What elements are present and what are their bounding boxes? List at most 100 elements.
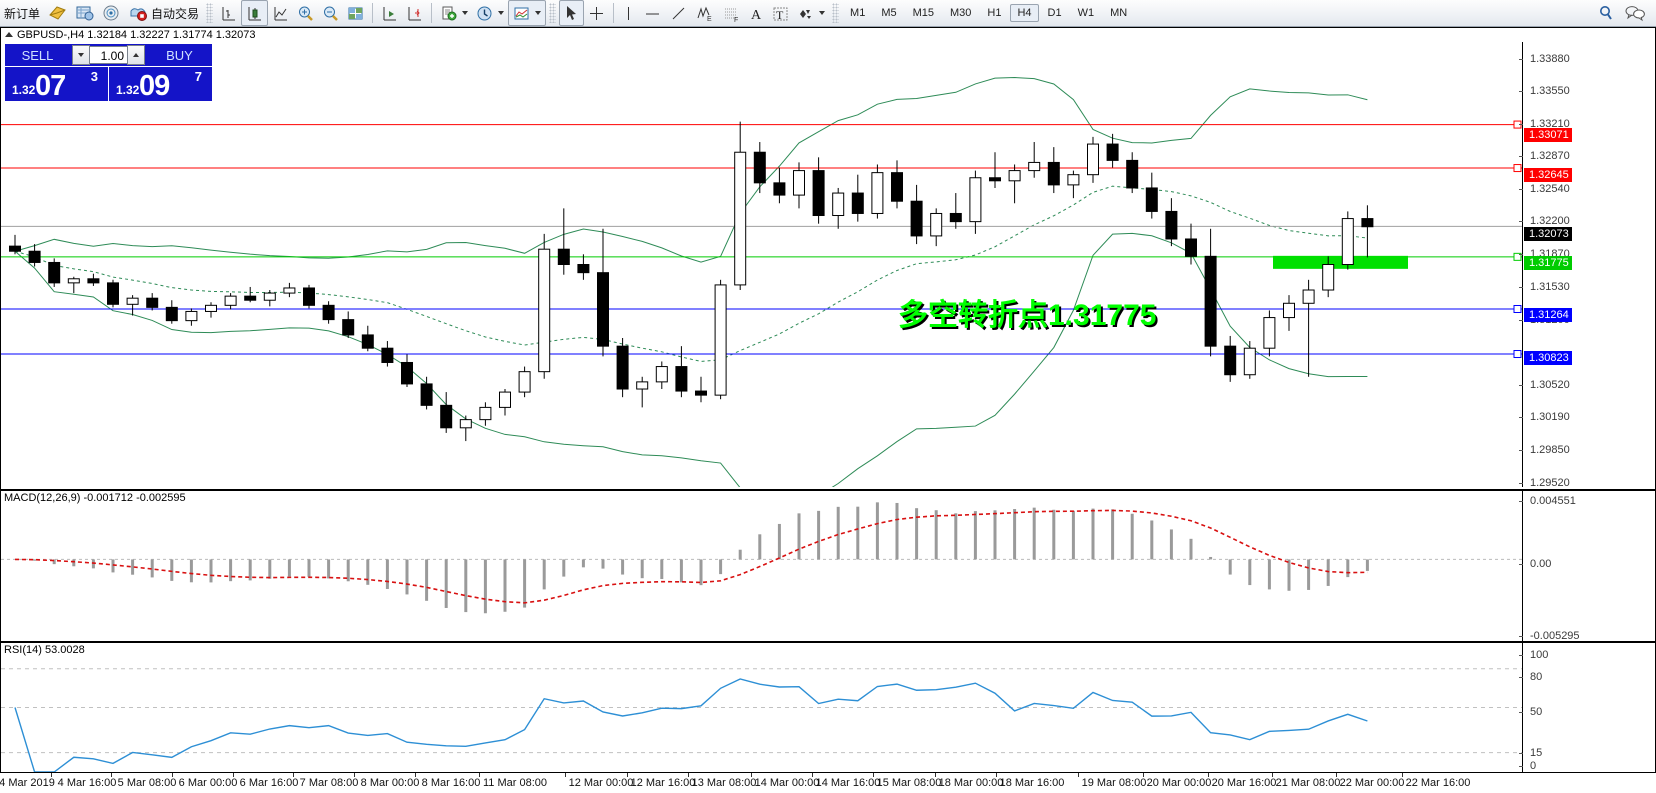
volume-input[interactable]: 1.00 [90,46,127,64]
price-tick: 1.33210 [1519,118,1570,130]
macd-tick: 0.00 [1518,558,1551,570]
volume-field-wrap[interactable]: 1.00 [70,44,147,66]
time-tick [415,773,416,777]
toolbar-separator [372,3,374,23]
price-label-support-2[interactable]: 1.30823 [1524,351,1572,365]
time-tick [627,773,628,777]
autotrading-button[interactable]: 自动交易 [125,1,203,25]
text-icon[interactable]: A [745,1,768,25]
time-label: 22 Mar 16:00 [1405,777,1471,789]
zoom-out-icon[interactable] [318,1,343,25]
time-tick [1402,773,1403,777]
sell-price-prefix: 1.32 [12,83,36,97]
search-icon[interactable] [1593,1,1620,25]
text-label-icon[interactable]: T [768,1,793,25]
time-tick [812,773,813,777]
timeframe-h4[interactable]: H4 [1010,4,1039,22]
time-label: 21 Mar 08:00 [1275,777,1341,789]
rsi-tick: 0 [1518,760,1536,772]
buy-button[interactable]: BUY [147,44,212,66]
price-tick: 1.32540 [1519,183,1570,195]
chevron-down-icon-3[interactable] [535,11,542,15]
volume-stepper-up-icon[interactable] [127,45,145,65]
expert-advisor-icon[interactable] [44,1,71,25]
chart-window[interactable]: GBPUSD-,H4 1.32184 1.32227 1.31774 1.320… [0,27,1656,793]
macd-tick: 0.004551 [1519,495,1576,507]
line-chart-icon[interactable] [268,1,293,25]
time-label: 13 Mar 08:00 [691,777,757,789]
collapse-triangle-icon[interactable] [5,32,13,37]
rsi-scale: 100 80 50 15 0 [1518,643,1655,774]
data-window-icon[interactable] [71,1,98,25]
price-tick: 1.31530 [1519,281,1570,293]
crosshair-icon[interactable] [584,1,609,25]
chart-shift-icon[interactable] [402,1,427,25]
price-scale[interactable]: 1.33880 1.33550 1.33210 1.32870 1.32540 1.322… [1519,42,1655,487]
chevron-down-icon-2[interactable] [498,11,505,15]
elliott-wave-icon[interactable]: E [691,1,718,25]
price-label-last-price[interactable]: 1.32073 [1524,227,1572,241]
candlestick-chart-icon[interactable] [241,0,269,26]
chevron-down-icon[interactable] [462,11,469,15]
shapes-icon[interactable] [793,1,829,25]
zoom-in-icon[interactable] [293,1,318,25]
time-label: 12 Mar 16:00 [630,777,696,789]
timeframe-m1[interactable]: M1 [850,7,866,19]
symbol-info-bar: GBPUSD-,H4 1.32184 1.32227 1.31774 1.320… [1,28,1655,42]
trendline-icon[interactable] [666,1,691,25]
timeframe-m15[interactable]: M15 [912,7,934,19]
time-tick [1143,773,1144,777]
cursor-icon[interactable] [559,0,585,26]
time-tick [688,773,689,777]
time-label: 7 Mar 08:00 [299,777,359,789]
volume-dropdown-icon[interactable] [72,45,90,65]
price-pane[interactable]: 多空转折点1.31775 1.33880 1.33550 1.33210 1.3287… [1,42,1655,487]
rsi-pane[interactable]: RSI(14) 53.0028 100 80 50 15 0 [1,641,1655,774]
time-label: 14 Mar 16:00 [815,777,881,789]
timeframe-h1[interactable]: H1 [987,7,1002,19]
price-label-pivot-level[interactable]: 1.31775 [1524,256,1572,270]
chevron-down-icon-4[interactable] [819,11,826,15]
macd-label: MACD(12,26,9) -0.001712 -0.002595 [4,492,186,504]
time-tick [1336,773,1337,777]
timeframe-m30[interactable]: M30 [950,7,972,19]
macd-plot[interactable] [1,491,1522,641]
chat-icon[interactable] [1620,1,1650,25]
buy-price-display[interactable]: 1.32 09 7 [109,67,212,102]
fibonacci-icon[interactable]: F [718,1,745,25]
price-label-resistance-1[interactable]: 1.33071 [1524,128,1572,142]
time-label: 22 Mar 00:00 [1339,777,1405,789]
timeframe-mn[interactable]: MN [1110,7,1128,19]
signals-icon[interactable] [98,1,125,25]
vertical-line-icon[interactable] [618,1,639,25]
indicators-icon[interactable] [508,0,547,26]
toolbar-grip-2[interactable] [549,3,557,23]
macd-pane[interactable]: MACD(12,26,9) -0.001712 -0.002595 0.0045… [1,489,1655,641]
price-tick: 1.33880 [1519,53,1570,65]
macd-scale: 0.004551 0.00 -0.005295 [1518,491,1655,641]
period-icon[interactable] [472,1,508,25]
bar-chart-icon[interactable] [216,1,241,25]
sell-price-display[interactable]: 1.32 07 3 [5,67,108,102]
rsi-plot[interactable] [1,643,1522,774]
time-axis[interactable]: 4 Mar 2019 4 Mar 16:00 5 Mar 08:00 6 Mar 00… [0,772,1655,793]
timeframe-w1[interactable]: W1 [1077,7,1095,19]
horizontal-line-icon[interactable] [639,1,666,25]
timeframe-d1[interactable]: D1 [1047,7,1062,19]
price-plot[interactable]: 多空转折点1.31775 [1,42,1522,487]
price-label-resistance-2[interactable]: 1.32645 [1524,168,1572,182]
template-icon[interactable] [436,1,472,25]
tile-windows-icon[interactable] [343,1,368,25]
timeframe-m5[interactable]: M5 [881,7,897,19]
sell-button[interactable]: SELL [5,44,70,66]
time-label: 15 Mar 08:00 [876,777,942,789]
buy-price-fraction: 7 [194,69,202,84]
time-tick [1078,773,1079,777]
toolbar-grip[interactable] [206,3,214,23]
time-tick [996,773,997,777]
one-click-trading-panel[interactable]: SELL 1.00 BUY 1.32 07 3 1.32 09 7 [5,44,212,102]
price-label-support-1[interactable]: 1.31264 [1524,308,1572,322]
new-order-button[interactable]: 新订单 [0,1,44,25]
scroll-to-end-icon[interactable] [377,1,402,25]
toolbar-grip-3[interactable] [832,3,840,23]
